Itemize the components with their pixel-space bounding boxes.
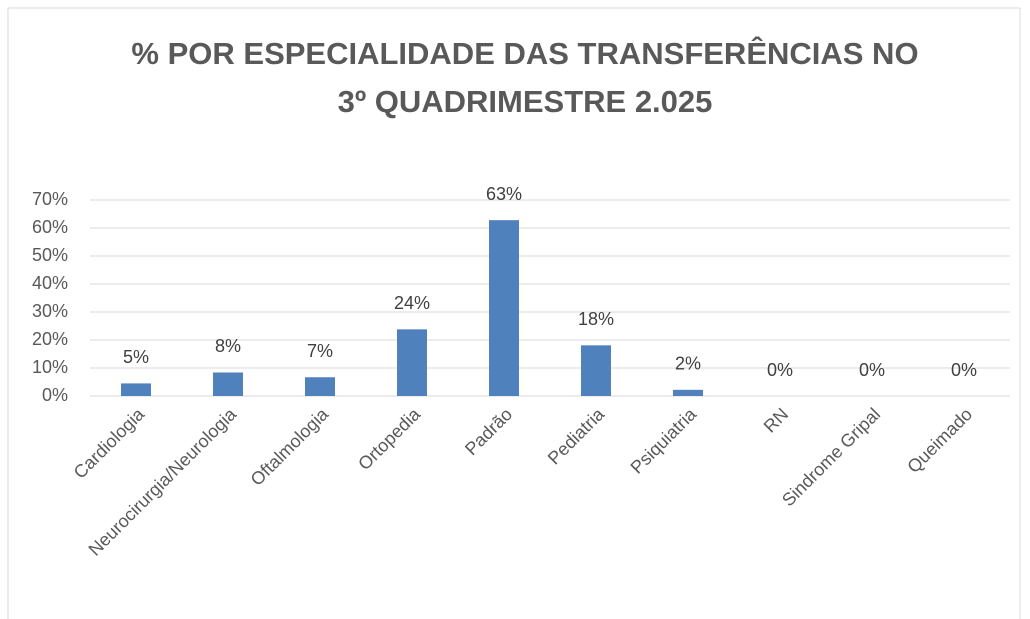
y-tick-label: 60% xyxy=(32,217,68,237)
data-label: 0% xyxy=(767,360,793,380)
bar xyxy=(305,377,335,396)
data-label: 18% xyxy=(578,309,614,329)
data-label: 7% xyxy=(307,341,333,361)
chart-title: % POR ESPECIALIDADE DAS TRANSFERÊNCIAS N… xyxy=(131,35,918,71)
data-label: 8% xyxy=(215,336,241,356)
data-label: 63% xyxy=(486,184,522,204)
bar xyxy=(489,220,519,396)
bar xyxy=(397,329,427,396)
y-tick-label: 40% xyxy=(32,273,68,293)
bar xyxy=(213,372,243,396)
y-tick-label: 10% xyxy=(32,357,68,377)
data-label: 5% xyxy=(123,347,149,367)
y-tick-label: 20% xyxy=(32,329,68,349)
y-tick-label: 50% xyxy=(32,245,68,265)
chart-title: 3º QUADRIMESTRE 2.025 xyxy=(338,84,713,119)
bar xyxy=(581,345,611,396)
y-tick-label: 30% xyxy=(32,301,68,321)
data-label: 0% xyxy=(859,360,885,380)
y-tick-label: 70% xyxy=(32,189,68,209)
data-label: 2% xyxy=(675,354,701,374)
data-label: 0% xyxy=(951,360,977,380)
y-tick-label: 0% xyxy=(42,385,68,405)
bar xyxy=(673,389,703,396)
data-label: 24% xyxy=(394,293,430,313)
bar xyxy=(121,383,151,396)
